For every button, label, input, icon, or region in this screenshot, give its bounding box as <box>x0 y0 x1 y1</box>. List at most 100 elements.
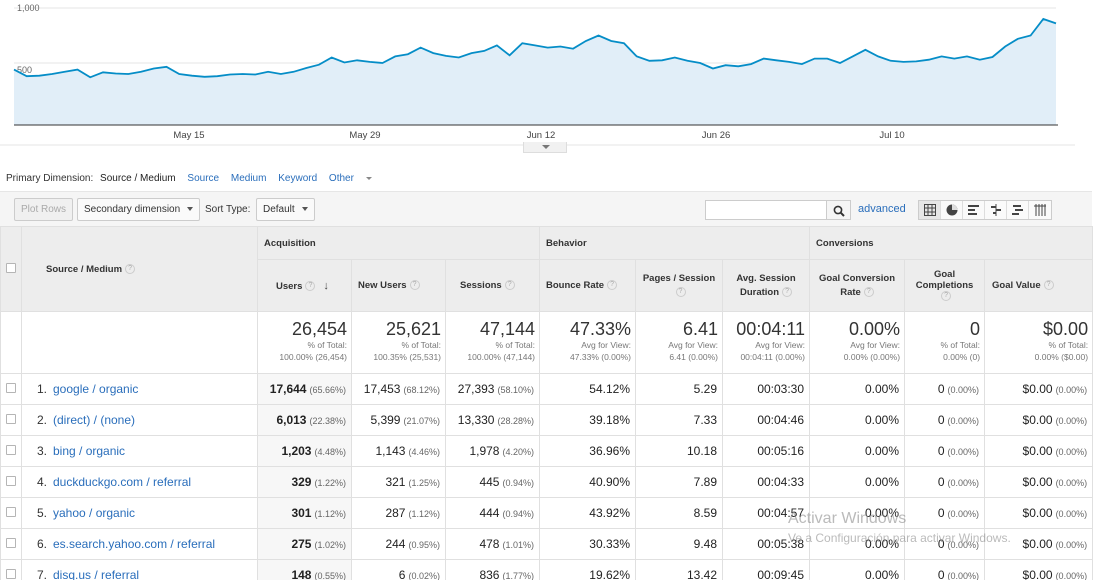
duration-cell: 00:04:33 <box>721 466 811 498</box>
view-term-cloud-button[interactable] <box>1007 201 1029 219</box>
table-row: 6. es.search.yahoo.com / referral 275 (1.02… <box>0 528 1094 560</box>
primary-dimension-other[interactable]: Other <box>329 173 381 184</box>
col-users[interactable]: Users? ↓ <box>257 259 352 312</box>
totals-detail: 100.35% (25,531) <box>373 352 441 362</box>
cell-percent: (4.20%) <box>502 447 534 457</box>
users-cell: 275 (1.02%) <box>257 528 352 560</box>
totals-caption: Avg for View: <box>581 340 631 350</box>
x-tick-label: Jun 12 <box>527 130 556 141</box>
sessions-cell: 836 (1.77%) <box>445 559 540 580</box>
grid-icon <box>924 204 936 216</box>
col-avg-duration[interactable]: Avg. Session Duration? <box>721 259 811 312</box>
totals-value: $0.00 <box>1043 319 1089 339</box>
chart-collapse-toggle[interactable] <box>523 142 567 153</box>
primary-dimension-source[interactable]: Source <box>187 173 220 184</box>
cell-percent: (1.02%) <box>314 540 346 550</box>
col-pages-session[interactable]: Pages / Session? <box>635 259 723 312</box>
view-data-table-button[interactable] <box>919 201 941 219</box>
select-all-checkbox[interactable] <box>6 262 16 273</box>
help-icon[interactable]: ? <box>863 286 874 297</box>
source-medium-link[interactable]: yahoo / organic <box>53 506 136 520</box>
row-checkbox[interactable] <box>6 569 16 579</box>
totals-value: 0.00% <box>848 319 901 339</box>
row-checkbox[interactable] <box>6 538 16 548</box>
col-new-users[interactable]: New Users? <box>351 259 446 312</box>
col-avg-duration-label: Avg. Session Duration <box>736 272 796 298</box>
row-checkbox[interactable] <box>6 414 16 424</box>
goal-value-cell: $0.00 (0.00%) <box>984 404 1094 436</box>
col-bounce-rate[interactable]: Bounce Rate? <box>539 259 636 312</box>
row-select-cell <box>0 404 22 436</box>
source-medium-link[interactable]: (direct) / (none) <box>53 413 136 427</box>
primary-dimension-keyword[interactable]: Keyword <box>278 173 318 184</box>
chevron-down-icon <box>301 207 308 212</box>
col-sessions[interactable]: Sessions? <box>445 259 540 312</box>
cell-percent: (0.00%) <box>947 509 980 519</box>
area-fill <box>14 19 1056 125</box>
goal-value-cell: $0.00 (0.00%) <box>984 435 1094 467</box>
help-icon[interactable]: ? <box>504 280 515 291</box>
source-medium-link[interactable]: disq.us / referral <box>53 568 140 580</box>
help-icon[interactable]: ? <box>125 263 136 274</box>
secondary-dimension-dropdown[interactable]: Secondary dimension <box>77 198 201 221</box>
source-medium-link[interactable]: es.search.yahoo.com / referral <box>53 537 216 551</box>
bounce-rate-cell: 43.92% <box>539 497 636 529</box>
table-search-input[interactable] <box>705 200 827 220</box>
cell-value: 444 <box>479 506 500 520</box>
row-checkbox[interactable] <box>6 445 16 455</box>
advanced-filter-link[interactable]: advanced <box>858 203 906 215</box>
duration-cell: 00:05:38 <box>721 528 811 560</box>
duration-cell: 00:04:57 <box>721 497 811 529</box>
source-cell: 3. bing / organic <box>21 435 258 467</box>
row-index: 7. <box>36 568 47 580</box>
row-checkbox[interactable] <box>6 476 16 486</box>
primary-dimension-medium[interactable]: Medium <box>230 173 267 184</box>
cell-percent: (4.46%) <box>408 447 440 457</box>
totals-value: 47,144 <box>479 319 535 339</box>
col-goal-completions[interactable]: Goal Completions? <box>904 259 986 312</box>
group-acquisition: Acquisition <box>257 226 540 260</box>
help-icon[interactable]: ? <box>607 280 618 291</box>
dimension-header[interactable]: Source / Medium? <box>21 226 258 312</box>
cell-percent: (0.00%) <box>1055 509 1088 519</box>
source-medium-link[interactable]: bing / organic <box>53 444 126 458</box>
goal-conversion-rate-cell: 0.00% <box>809 435 906 467</box>
pages-session-cell: 7.33 <box>635 404 723 436</box>
cell-value: 836 <box>479 568 500 580</box>
view-comparison-button[interactable] <box>985 201 1007 219</box>
sort-type-dropdown[interactable]: Default <box>256 198 315 221</box>
help-icon[interactable]: ? <box>675 286 686 297</box>
row-checkbox[interactable] <box>6 507 16 517</box>
totals-caption: % of Total: <box>1048 340 1089 350</box>
comparison-icon <box>991 204 1001 216</box>
sessions-cell: 27,393 (58.10%) <box>445 373 540 405</box>
bounce-rate-cell: 39.18% <box>539 404 636 436</box>
help-icon[interactable]: ? <box>941 291 952 302</box>
row-checkbox[interactable] <box>6 383 16 393</box>
bounce-rate-cell: 40.90% <box>539 466 636 498</box>
source-medium-link[interactable]: duckduckgo.com / referral <box>53 475 192 489</box>
y-tick-label: 1,000 <box>17 3 40 13</box>
view-pie-button[interactable] <box>941 201 963 219</box>
col-goal-conversion-rate[interactable]: Goal Conversion Rate? <box>809 259 906 312</box>
help-icon[interactable]: ? <box>782 286 793 297</box>
col-goal-value[interactable]: Goal Value? <box>984 259 1094 312</box>
view-pivot-button[interactable] <box>1029 201 1051 219</box>
goal-conversion-rate-cell: 0.00% <box>809 404 906 436</box>
duration-cell: 00:09:45 <box>721 559 811 580</box>
search-button[interactable] <box>826 200 851 220</box>
goal-completions-cell: 0 (0.00%) <box>904 404 986 436</box>
sort-descending-icon: ↓ <box>323 279 329 292</box>
totals-cell: 0.00% Avg for View: 0.00% (0.00%) <box>809 311 906 374</box>
view-performance-button[interactable] <box>963 201 985 219</box>
source-medium-link[interactable]: google / organic <box>53 382 139 396</box>
plot-rows-button[interactable]: Plot Rows <box>14 198 74 221</box>
cell-value: 478 <box>479 537 500 551</box>
row-index: 3. <box>36 444 47 458</box>
help-icon[interactable]: ? <box>409 280 420 291</box>
new-users-cell: 17,453 (68.12%) <box>351 373 446 405</box>
help-icon[interactable]: ? <box>1043 280 1054 291</box>
source-cell: 7. disq.us / referral <box>21 559 258 580</box>
cell-percent: (0.55%) <box>314 571 346 580</box>
help-icon[interactable]: ? <box>305 280 316 291</box>
